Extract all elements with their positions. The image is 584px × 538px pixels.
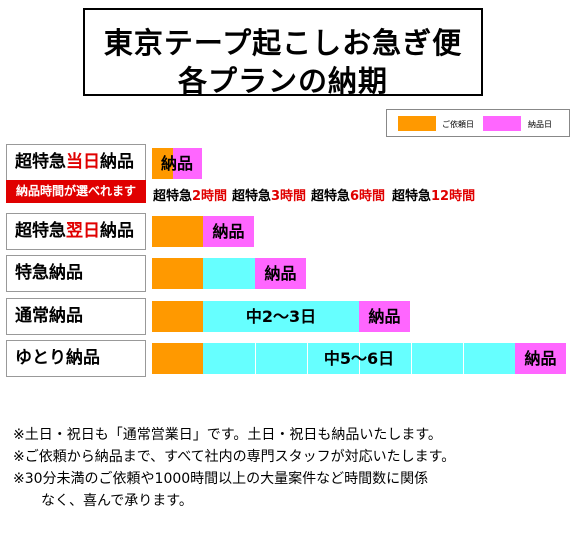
legend-delivery-label: 納品日 [528,120,552,129]
plan-label-normal: 通常納品 [6,298,146,335]
work-day-cell [463,343,515,374]
legend: ご依頼日 納品日 [386,109,570,137]
work-days-label: 中5～6日 [323,349,395,368]
time-option-2h: 超特急2時間 [153,189,228,204]
delivery-day-cell: 納品 [359,301,410,332]
order-day-cell [152,343,203,374]
delivery-day-cell: 納品 [255,258,306,289]
legend-order-swatch [398,116,436,131]
note-line: ※ご依頼から納品まで、すべて社内の専門スタッフが対応いたします。 [13,449,456,465]
title-line-2: 各プランの納期 [177,64,388,98]
title-box: 東京テープ起こしお急ぎ便 各プランの納期 [83,8,483,98]
work-day-cell [359,343,411,374]
time-select-badge: 納品時間が選べれます [6,180,146,203]
work-day-cell [307,343,359,374]
delivery-label: 納品 [160,154,193,173]
plan-prefix: 超特急 [15,152,66,172]
time-option-12h: 超特急12時間 [392,189,476,204]
delivery-day-cell [173,148,202,179]
plan-label-relaxed: ゆとり納品 [6,340,146,377]
order-day-cell [152,216,203,247]
order-day-cell [152,301,203,332]
work-day-cell [203,343,255,374]
time-option-6h: 超特急6時間 [311,189,386,204]
title-line-1: 東京テープ起こしお急ぎ便 [103,26,463,60]
work-day-cell [203,258,255,289]
legend-order-label: ご依頼日 [442,120,474,129]
note-line: ※土日・祝日も「通常営業日」です。土日・祝日も納品いたします。 [13,427,442,443]
notes: ※土日・祝日も「通常営業日」です。土日・祝日も納品いたします。 ※ご依頼から納品… [13,424,455,512]
plan-suffix: 納品 [100,152,134,172]
work-days-cell: 中2～3日 [203,301,359,332]
plan-label-next-day: 超特急翌日納品 [6,213,146,250]
work-day-cell [411,343,463,374]
delivery-day-cell: 納品 [203,216,254,247]
plan-label-same-day: 超特急当日納品 [6,144,146,181]
legend-delivery-swatch [483,116,521,131]
order-day-cell [152,148,174,179]
time-option-3h: 超特急3時間 [232,189,307,204]
note-line: ※30分未満のご依頼や1000時間以上の大量案件など時間数に関係 [13,471,429,487]
delivery-day-cell: 納品 [515,343,566,374]
plan-highlight: 当日 [66,152,100,172]
note-line: なく、喜んで承ります。 [41,493,193,509]
plan-label-express: 特急納品 [6,255,146,292]
order-day-cell [152,258,203,289]
work-day-cell [255,343,307,374]
